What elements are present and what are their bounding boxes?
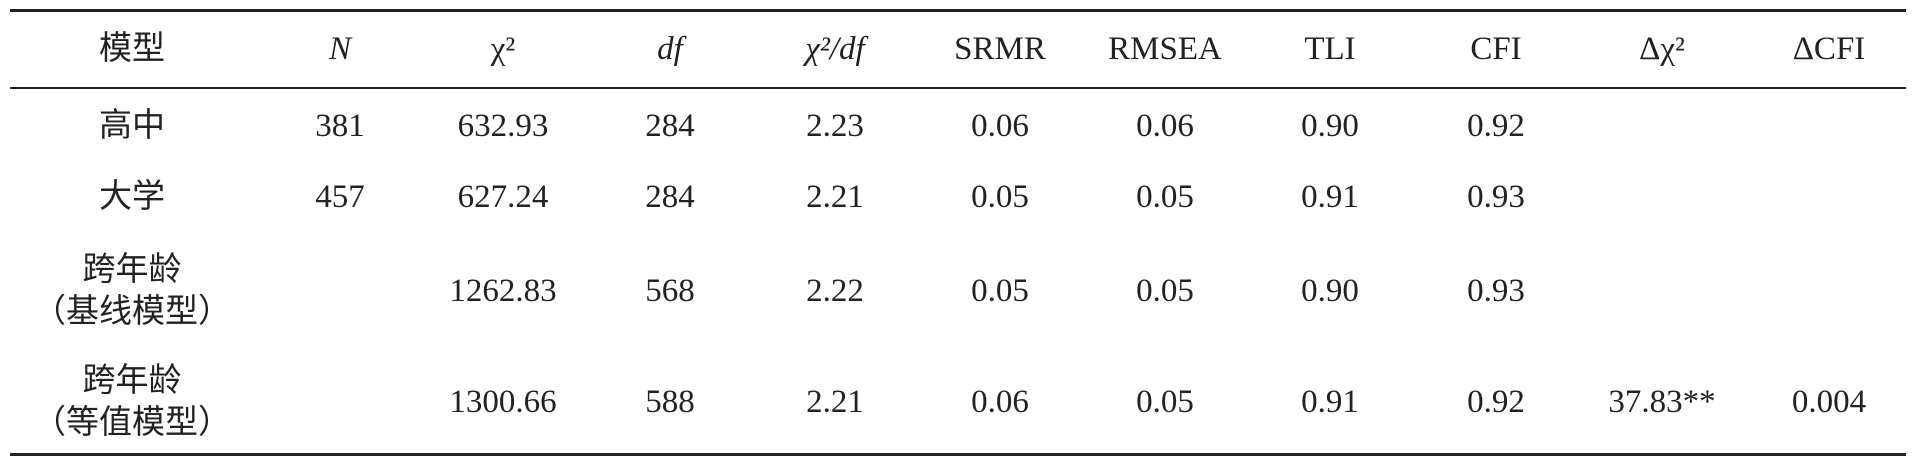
row-label: 跨年龄 （基线模型） [33, 249, 231, 333]
data-cell: 0.05 [1136, 273, 1194, 309]
data-cell: 0.93 [1467, 179, 1525, 215]
header-cell: 模型 [99, 31, 165, 67]
header-cell: ΔCFI [1792, 31, 1866, 67]
header-cell: N [328, 31, 352, 67]
data-cell: 284 [645, 108, 695, 144]
data-cell: 0.93 [1467, 273, 1525, 309]
data-cell: 0.90 [1301, 108, 1359, 144]
label-line: 跨年龄 [82, 363, 182, 399]
data-cell: 0.05 [971, 273, 1029, 309]
label-line: 跨年龄 [82, 252, 182, 288]
label-line: 高中 [99, 108, 165, 144]
data-cell: 0.05 [971, 179, 1029, 215]
data-cell: 381 [315, 108, 365, 144]
data-cell: 0.004 [1791, 384, 1867, 420]
data-cell: 2.21 [806, 179, 864, 215]
bottom-rule [10, 453, 1906, 456]
label-line: （等值模型） [33, 405, 231, 441]
header-cell: RMSEA [1108, 31, 1222, 67]
header-cell: χ²/df [805, 31, 865, 67]
data-cell: 1300.66 [449, 384, 557, 420]
row-label: 跨年龄 （等值模型） [33, 360, 231, 444]
data-cell: 0.91 [1301, 384, 1359, 420]
header-rule [10, 87, 1906, 89]
data-cell: 0.06 [971, 108, 1029, 144]
data-cell: 0.05 [1136, 179, 1194, 215]
label-line: （基线模型） [33, 294, 231, 330]
data-cell: 284 [645, 179, 695, 215]
header-cell: SRMR [954, 31, 1046, 67]
header-cell: χ² [490, 31, 516, 67]
data-cell: 0.92 [1467, 384, 1525, 420]
header-cell: CFI [1470, 31, 1522, 67]
data-cell: 0.92 [1467, 108, 1525, 144]
data-cell: 0.05 [1136, 384, 1194, 420]
header-cell: df [657, 31, 683, 67]
data-cell: 627.24 [457, 179, 549, 215]
label-line: 大学 [99, 179, 165, 215]
row-label: 高中 [99, 105, 165, 147]
data-cell: 37.83** [1608, 384, 1716, 420]
data-cell: 2.22 [806, 273, 864, 309]
data-cell: 2.23 [806, 108, 864, 144]
data-cell: 0.06 [1136, 108, 1194, 144]
data-cell: 0.91 [1301, 179, 1359, 215]
data-cell: 632.93 [457, 108, 549, 144]
data-cell: 1262.83 [449, 273, 557, 309]
data-cell: 568 [645, 273, 695, 309]
data-cell: 0.06 [971, 384, 1029, 420]
row-label: 大学 [99, 176, 165, 218]
data-cell: 0.90 [1301, 273, 1359, 309]
data-cell: 588 [645, 384, 695, 420]
data-cell: 457 [315, 179, 365, 215]
header-cell: Δχ² [1639, 31, 1685, 67]
header-cell: TLI [1304, 31, 1356, 67]
top-rule [10, 9, 1906, 12]
data-cell: 2.21 [806, 384, 864, 420]
